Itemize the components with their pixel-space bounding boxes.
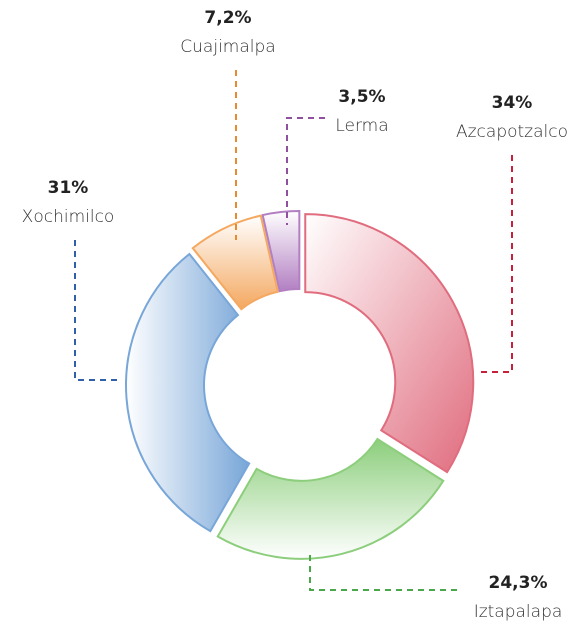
- leader-line: [286, 117, 325, 225]
- value-label: 24,3%: [489, 573, 548, 593]
- donut-segment: [261, 210, 301, 293]
- category-label: Iztapalapa: [474, 602, 563, 622]
- category-label: Lerma: [335, 116, 388, 136]
- leader-line: [74, 240, 118, 381]
- value-label: 34%: [492, 93, 533, 113]
- donut-segment: [304, 213, 475, 474]
- category-label: Cuajimalpa: [180, 37, 275, 57]
- leader-line: [480, 155, 513, 373]
- donut-segment: [191, 214, 279, 311]
- category-label: Xochimilco: [22, 207, 115, 227]
- donut-segment: [216, 437, 445, 560]
- value-label: 3,5%: [338, 87, 385, 107]
- leader-line: [309, 555, 460, 591]
- donut-segment: [125, 252, 251, 533]
- value-label: 31%: [48, 178, 89, 198]
- value-label: 7,2%: [204, 8, 251, 28]
- category-label: Azcapotzalco: [456, 122, 568, 142]
